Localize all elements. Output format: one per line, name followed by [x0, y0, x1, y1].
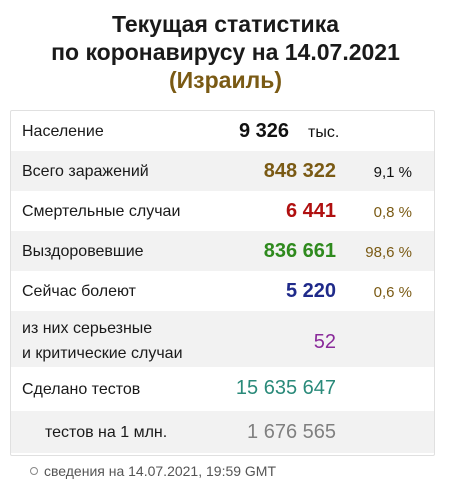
deaths-percent: 0,8 %	[373, 204, 412, 221]
infections-label: Всего заражений	[22, 163, 149, 180]
population-unit: тыс.	[308, 124, 340, 141]
page-title: Текущая статистика	[111, 11, 340, 37]
population-label: Население	[22, 123, 104, 140]
row-recovered: Выздоровевшие 836 661 98,6 %	[11, 231, 434, 271]
footer-note: сведения на 14.07.2021, 19:59 GMT	[30, 463, 276, 479]
row-tests: Сделано тестов 15 635 647	[11, 367, 434, 411]
sick-percent: 0,6 %	[373, 284, 412, 301]
sick-label: Сейчас болеют	[22, 283, 136, 300]
row-critical: из них серьезные и критические случаи 52	[11, 311, 434, 367]
infections-percent: 9,1 %	[373, 164, 412, 181]
row-infections: Всего заражений 848 322 9,1 %	[11, 151, 434, 191]
recovered-value: 836 661	[263, 240, 336, 262]
row-population: Население 9 326 тыс.	[11, 111, 434, 151]
deaths-value: 6 441	[285, 200, 336, 222]
tests-per-million-value: 1 676 565	[247, 421, 336, 443]
population-value: 9 326	[239, 120, 290, 142]
row-tests-per-million: тестов на 1 млн. 1 676 565	[11, 411, 434, 453]
recovered-label: Выздоровевшие	[22, 243, 144, 260]
row-deaths: Смертельные случаи 6 441 0,8 %	[11, 191, 434, 231]
tests-label: Сделано тестов	[22, 381, 141, 398]
country-name: (Израиль)	[168, 67, 282, 93]
page-subtitle: по коронавирусу на 14.07.2021	[51, 39, 400, 65]
page-header: Текущая статистика по коронавирусу на 14…	[0, 10, 451, 94]
sick-value: 5 220	[285, 280, 336, 302]
tests-per-million-label: тестов на 1 млн.	[45, 424, 168, 441]
bullet-icon	[30, 467, 38, 476]
critical-value: 52	[313, 331, 336, 353]
row-sick: Сейчас болеют 5 220 0,6 %	[11, 271, 434, 311]
stats-table: Население 9 326 тыс. Всего заражений 848…	[10, 110, 435, 456]
critical-label-line2: и критические случаи	[22, 345, 183, 362]
footer-text: сведения на 14.07.2021, 19:59 GMT	[44, 463, 277, 479]
deaths-label: Смертельные случаи	[22, 203, 181, 220]
recovered-percent: 98,6 %	[365, 244, 412, 261]
tests-value: 15 635 647	[235, 377, 336, 399]
critical-label-line1: из них серьезные	[22, 320, 153, 337]
infections-value: 848 322	[263, 160, 336, 182]
